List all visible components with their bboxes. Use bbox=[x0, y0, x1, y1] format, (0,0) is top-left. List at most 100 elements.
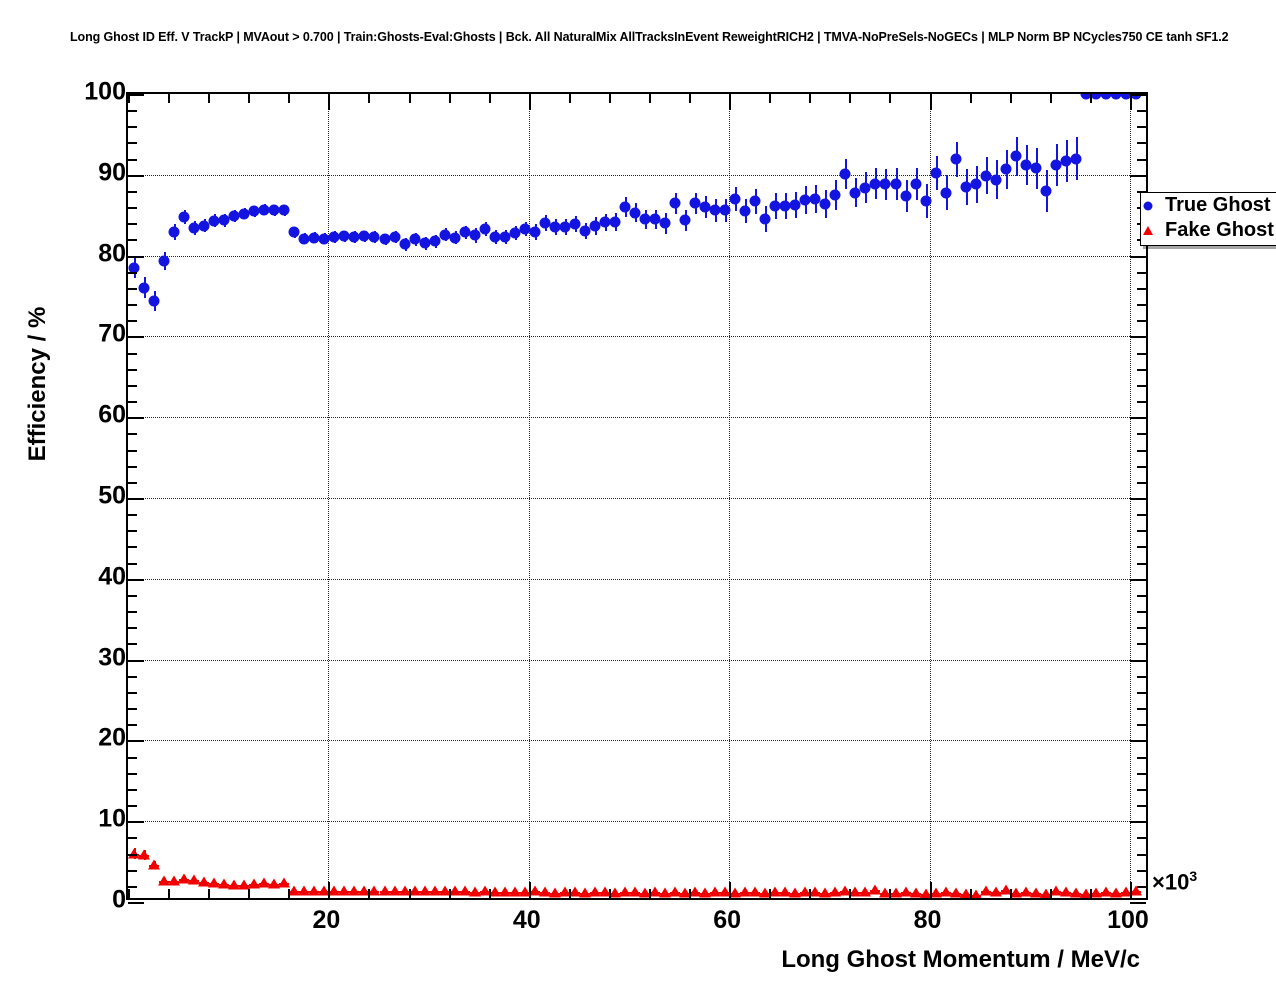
data-point bbox=[519, 223, 531, 235]
data-point bbox=[819, 198, 831, 210]
x-tick-minor bbox=[208, 889, 211, 898]
y-tick-minor-right bbox=[1137, 465, 1146, 468]
x-tick-minor-top bbox=[769, 94, 772, 103]
data-point bbox=[659, 887, 672, 898]
y-tick-major-right bbox=[1130, 94, 1146, 96]
y-tick-major-right bbox=[1130, 578, 1146, 581]
data-point bbox=[759, 887, 772, 898]
data-point bbox=[689, 197, 701, 209]
data-point bbox=[950, 153, 962, 165]
data-point bbox=[890, 178, 901, 190]
gridline-horizontal bbox=[128, 336, 1146, 338]
data-point bbox=[729, 193, 741, 205]
data-point bbox=[799, 194, 811, 206]
data-point bbox=[589, 220, 601, 232]
data-point bbox=[338, 230, 350, 242]
y-tick-minor bbox=[128, 594, 137, 597]
data-point bbox=[338, 885, 351, 896]
data-point bbox=[749, 886, 762, 897]
y-tick-minor bbox=[128, 465, 137, 468]
data-point bbox=[188, 874, 201, 885]
y-tick-minor-right bbox=[1137, 433, 1146, 436]
data-point bbox=[248, 205, 260, 217]
x-tick-minor bbox=[889, 889, 892, 898]
data-point bbox=[689, 886, 702, 897]
data-point bbox=[138, 849, 151, 860]
x-tick-label: 60 bbox=[713, 906, 742, 934]
x-tick-minor-top bbox=[288, 94, 291, 103]
y-tick-minor-right bbox=[1137, 449, 1146, 452]
data-point bbox=[719, 886, 732, 897]
data-point bbox=[599, 216, 611, 228]
x-tick-minor-top bbox=[208, 94, 211, 103]
x-tick-major bbox=[528, 882, 531, 898]
data-point bbox=[619, 201, 631, 213]
y-tick-minor-right bbox=[1137, 287, 1146, 290]
data-point bbox=[378, 885, 391, 896]
data-point bbox=[1000, 163, 1012, 175]
data-point bbox=[990, 174, 1002, 186]
data-point bbox=[379, 233, 390, 245]
data-point bbox=[588, 886, 601, 897]
data-point bbox=[488, 886, 501, 897]
data-point bbox=[1039, 888, 1052, 898]
data-point bbox=[579, 225, 591, 237]
y-tick-label: 40 bbox=[98, 562, 126, 591]
y-tick-minor bbox=[128, 223, 137, 226]
x-tick-minor bbox=[849, 889, 852, 898]
data-point bbox=[659, 217, 671, 229]
y-tick-minor bbox=[128, 110, 137, 113]
data-point bbox=[809, 886, 822, 897]
data-point bbox=[679, 214, 691, 226]
data-point bbox=[829, 189, 841, 201]
data-point bbox=[629, 207, 641, 219]
x-tick-minor bbox=[608, 889, 611, 898]
y-tick-major bbox=[128, 740, 144, 743]
data-point bbox=[499, 231, 511, 243]
y-tick-minor-right bbox=[1137, 352, 1146, 355]
x-tick-label: 100 bbox=[1107, 906, 1149, 934]
data-point bbox=[248, 878, 261, 889]
y-tick-minor bbox=[128, 837, 137, 840]
legend-entry-fake-ghost: Fake Ghost bbox=[1141, 218, 1276, 243]
data-point bbox=[779, 200, 791, 212]
data-point bbox=[949, 887, 962, 898]
x-tick-minor bbox=[809, 889, 812, 898]
data-point bbox=[559, 221, 571, 233]
y-tick-major bbox=[128, 498, 144, 500]
y-tick-major bbox=[128, 902, 144, 904]
y-tick-minor bbox=[128, 530, 137, 533]
data-point bbox=[469, 229, 481, 241]
y-tick-major bbox=[128, 174, 144, 177]
y-tick-label: 100 bbox=[84, 77, 126, 106]
y-tick-minor bbox=[128, 885, 137, 888]
data-point bbox=[1029, 887, 1042, 898]
y-tick-label: 10 bbox=[98, 804, 126, 833]
y-tick-label: 50 bbox=[98, 481, 126, 510]
data-point bbox=[328, 885, 341, 896]
y-tick-minor-right bbox=[1137, 611, 1146, 614]
y-tick-major-right bbox=[1130, 902, 1146, 904]
x-tick-minor-top bbox=[969, 94, 972, 103]
data-point bbox=[609, 216, 621, 228]
x-tick-minor-top bbox=[1009, 94, 1012, 103]
x-tick-major-top bbox=[528, 94, 531, 110]
y-tick-minor bbox=[128, 708, 137, 711]
data-point bbox=[999, 884, 1012, 895]
y-tick-minor bbox=[128, 756, 137, 759]
data-point bbox=[989, 886, 1002, 897]
data-point bbox=[508, 886, 521, 897]
series-fake-ghost bbox=[128, 94, 1146, 898]
x-tick-major bbox=[929, 882, 932, 898]
y-tick-minor-right bbox=[1137, 643, 1146, 646]
y-tick-minor-right bbox=[1137, 594, 1146, 597]
x-tick-major-top bbox=[1129, 94, 1132, 110]
data-point bbox=[749, 195, 761, 207]
data-point bbox=[1070, 153, 1082, 165]
data-point bbox=[228, 879, 241, 890]
data-point bbox=[358, 230, 370, 242]
data-point bbox=[318, 233, 330, 245]
x-tick-major bbox=[328, 882, 331, 898]
y-tick-major-right bbox=[1130, 659, 1146, 662]
